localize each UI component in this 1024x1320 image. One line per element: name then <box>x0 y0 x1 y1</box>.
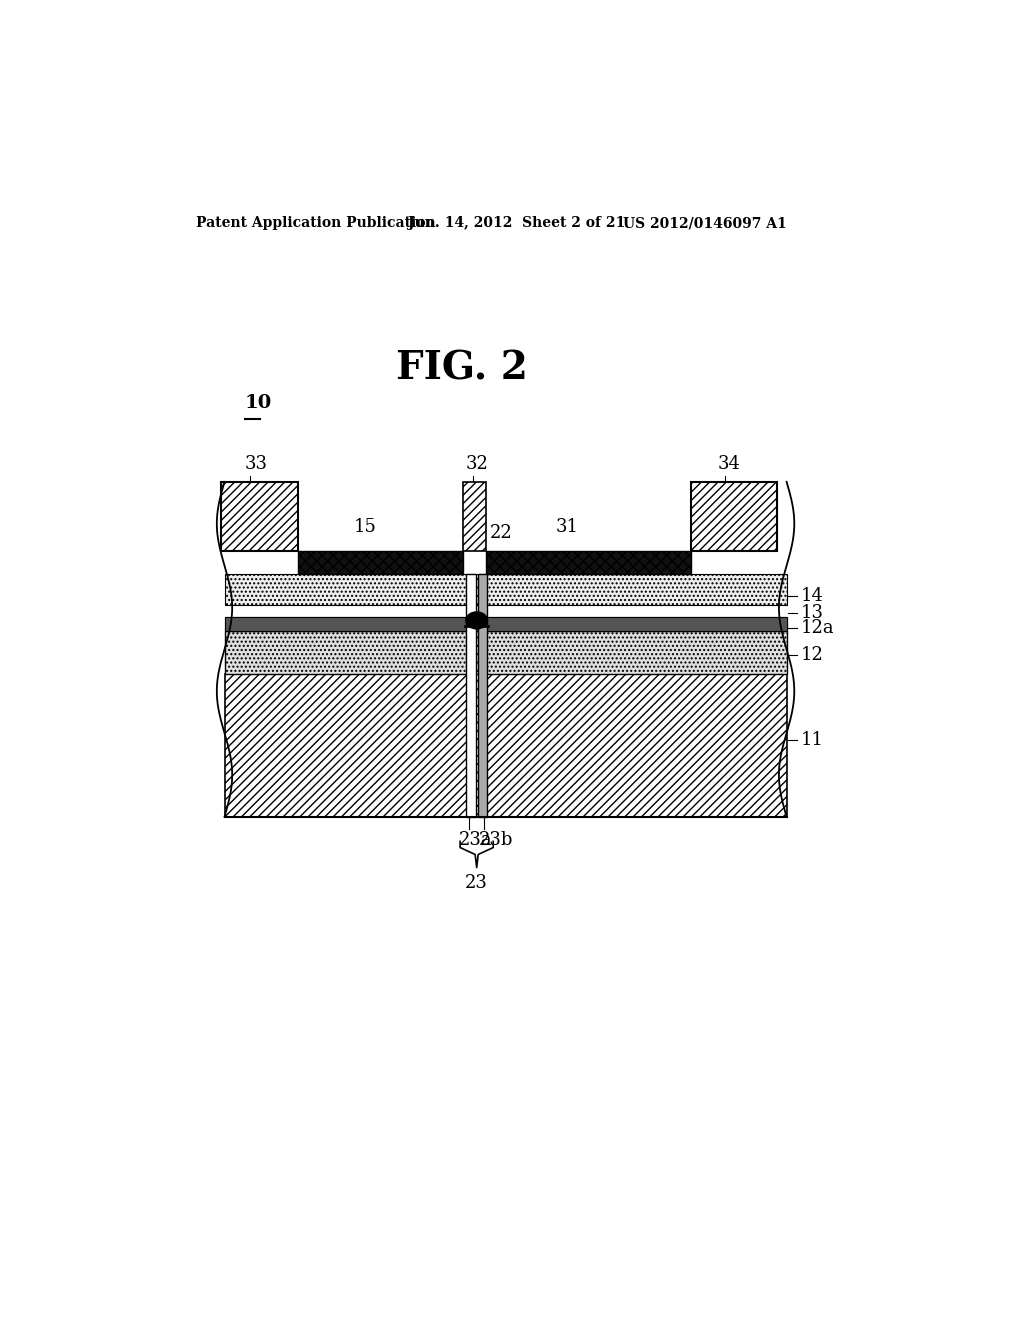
Text: 13: 13 <box>801 605 823 623</box>
Bar <box>463 482 486 552</box>
Bar <box>221 482 298 552</box>
Ellipse shape <box>466 612 487 628</box>
Text: 11: 11 <box>801 731 823 748</box>
Bar <box>691 482 777 552</box>
Bar <box>466 574 475 817</box>
Bar <box>224 618 786 631</box>
Bar <box>224 675 786 817</box>
Text: 14: 14 <box>801 587 823 605</box>
Text: Jun. 14, 2012  Sheet 2 of 21: Jun. 14, 2012 Sheet 2 of 21 <box>408 216 625 230</box>
Text: 23: 23 <box>465 875 488 892</box>
Text: US 2012/0146097 A1: US 2012/0146097 A1 <box>624 216 787 230</box>
Text: 23b: 23b <box>478 830 513 849</box>
Bar <box>464 626 489 627</box>
Text: FIG. 2: FIG. 2 <box>395 350 527 387</box>
Bar <box>224 631 786 675</box>
Text: 12: 12 <box>801 645 823 664</box>
Text: 10: 10 <box>245 395 271 412</box>
Text: 12a: 12a <box>801 619 835 638</box>
Bar <box>224 618 786 631</box>
Text: 33: 33 <box>245 454 267 473</box>
Bar <box>298 552 463 574</box>
Text: 15: 15 <box>354 517 377 536</box>
Text: 22: 22 <box>489 524 512 543</box>
Bar <box>224 574 786 605</box>
Text: 34: 34 <box>717 454 740 473</box>
Bar <box>478 574 487 817</box>
Text: 23a: 23a <box>459 830 493 849</box>
Bar <box>486 552 691 574</box>
Text: 32: 32 <box>466 454 488 473</box>
Text: 31: 31 <box>556 517 579 536</box>
Text: Patent Application Publication: Patent Application Publication <box>196 216 435 230</box>
